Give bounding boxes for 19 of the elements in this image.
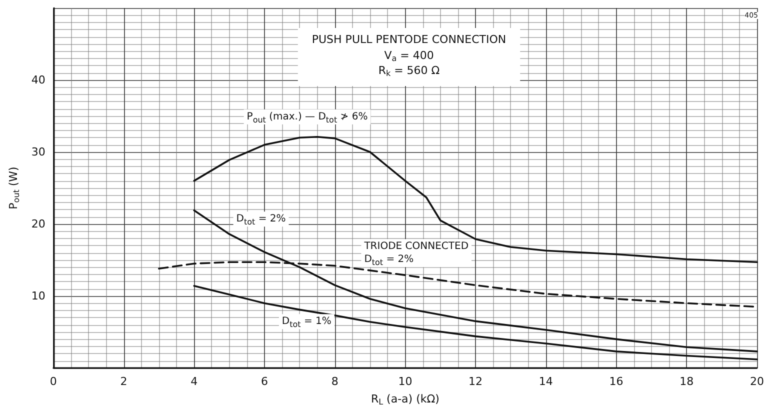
- x-tick-label: 2: [120, 375, 128, 388]
- y-tick-label: 20: [31, 218, 46, 230]
- x-tick-label: 12: [468, 375, 483, 388]
- x-tick-label: 14: [538, 375, 553, 388]
- text: PUSH PULL PENTODE CONNECTION: [312, 33, 506, 46]
- x-tick-label: 10: [398, 375, 412, 388]
- x-tick-label: 20: [750, 375, 764, 388]
- line-series: [193, 136, 758, 264]
- line-series: [193, 285, 758, 360]
- y-tick-label: 40: [31, 74, 46, 86]
- x-tick-label: 6: [260, 375, 268, 388]
- x-tick-label: 18: [680, 375, 694, 388]
- y-tick-label: 30: [31, 146, 46, 158]
- x-tick-label: 0: [50, 375, 57, 388]
- x-tick-label: 8: [331, 375, 338, 388]
- y-axis-title: Pout (W): [7, 166, 21, 210]
- x-tick-label: 16: [609, 375, 624, 388]
- y-tick-label: 10: [31, 290, 46, 302]
- x-tick-label: 4: [190, 375, 198, 388]
